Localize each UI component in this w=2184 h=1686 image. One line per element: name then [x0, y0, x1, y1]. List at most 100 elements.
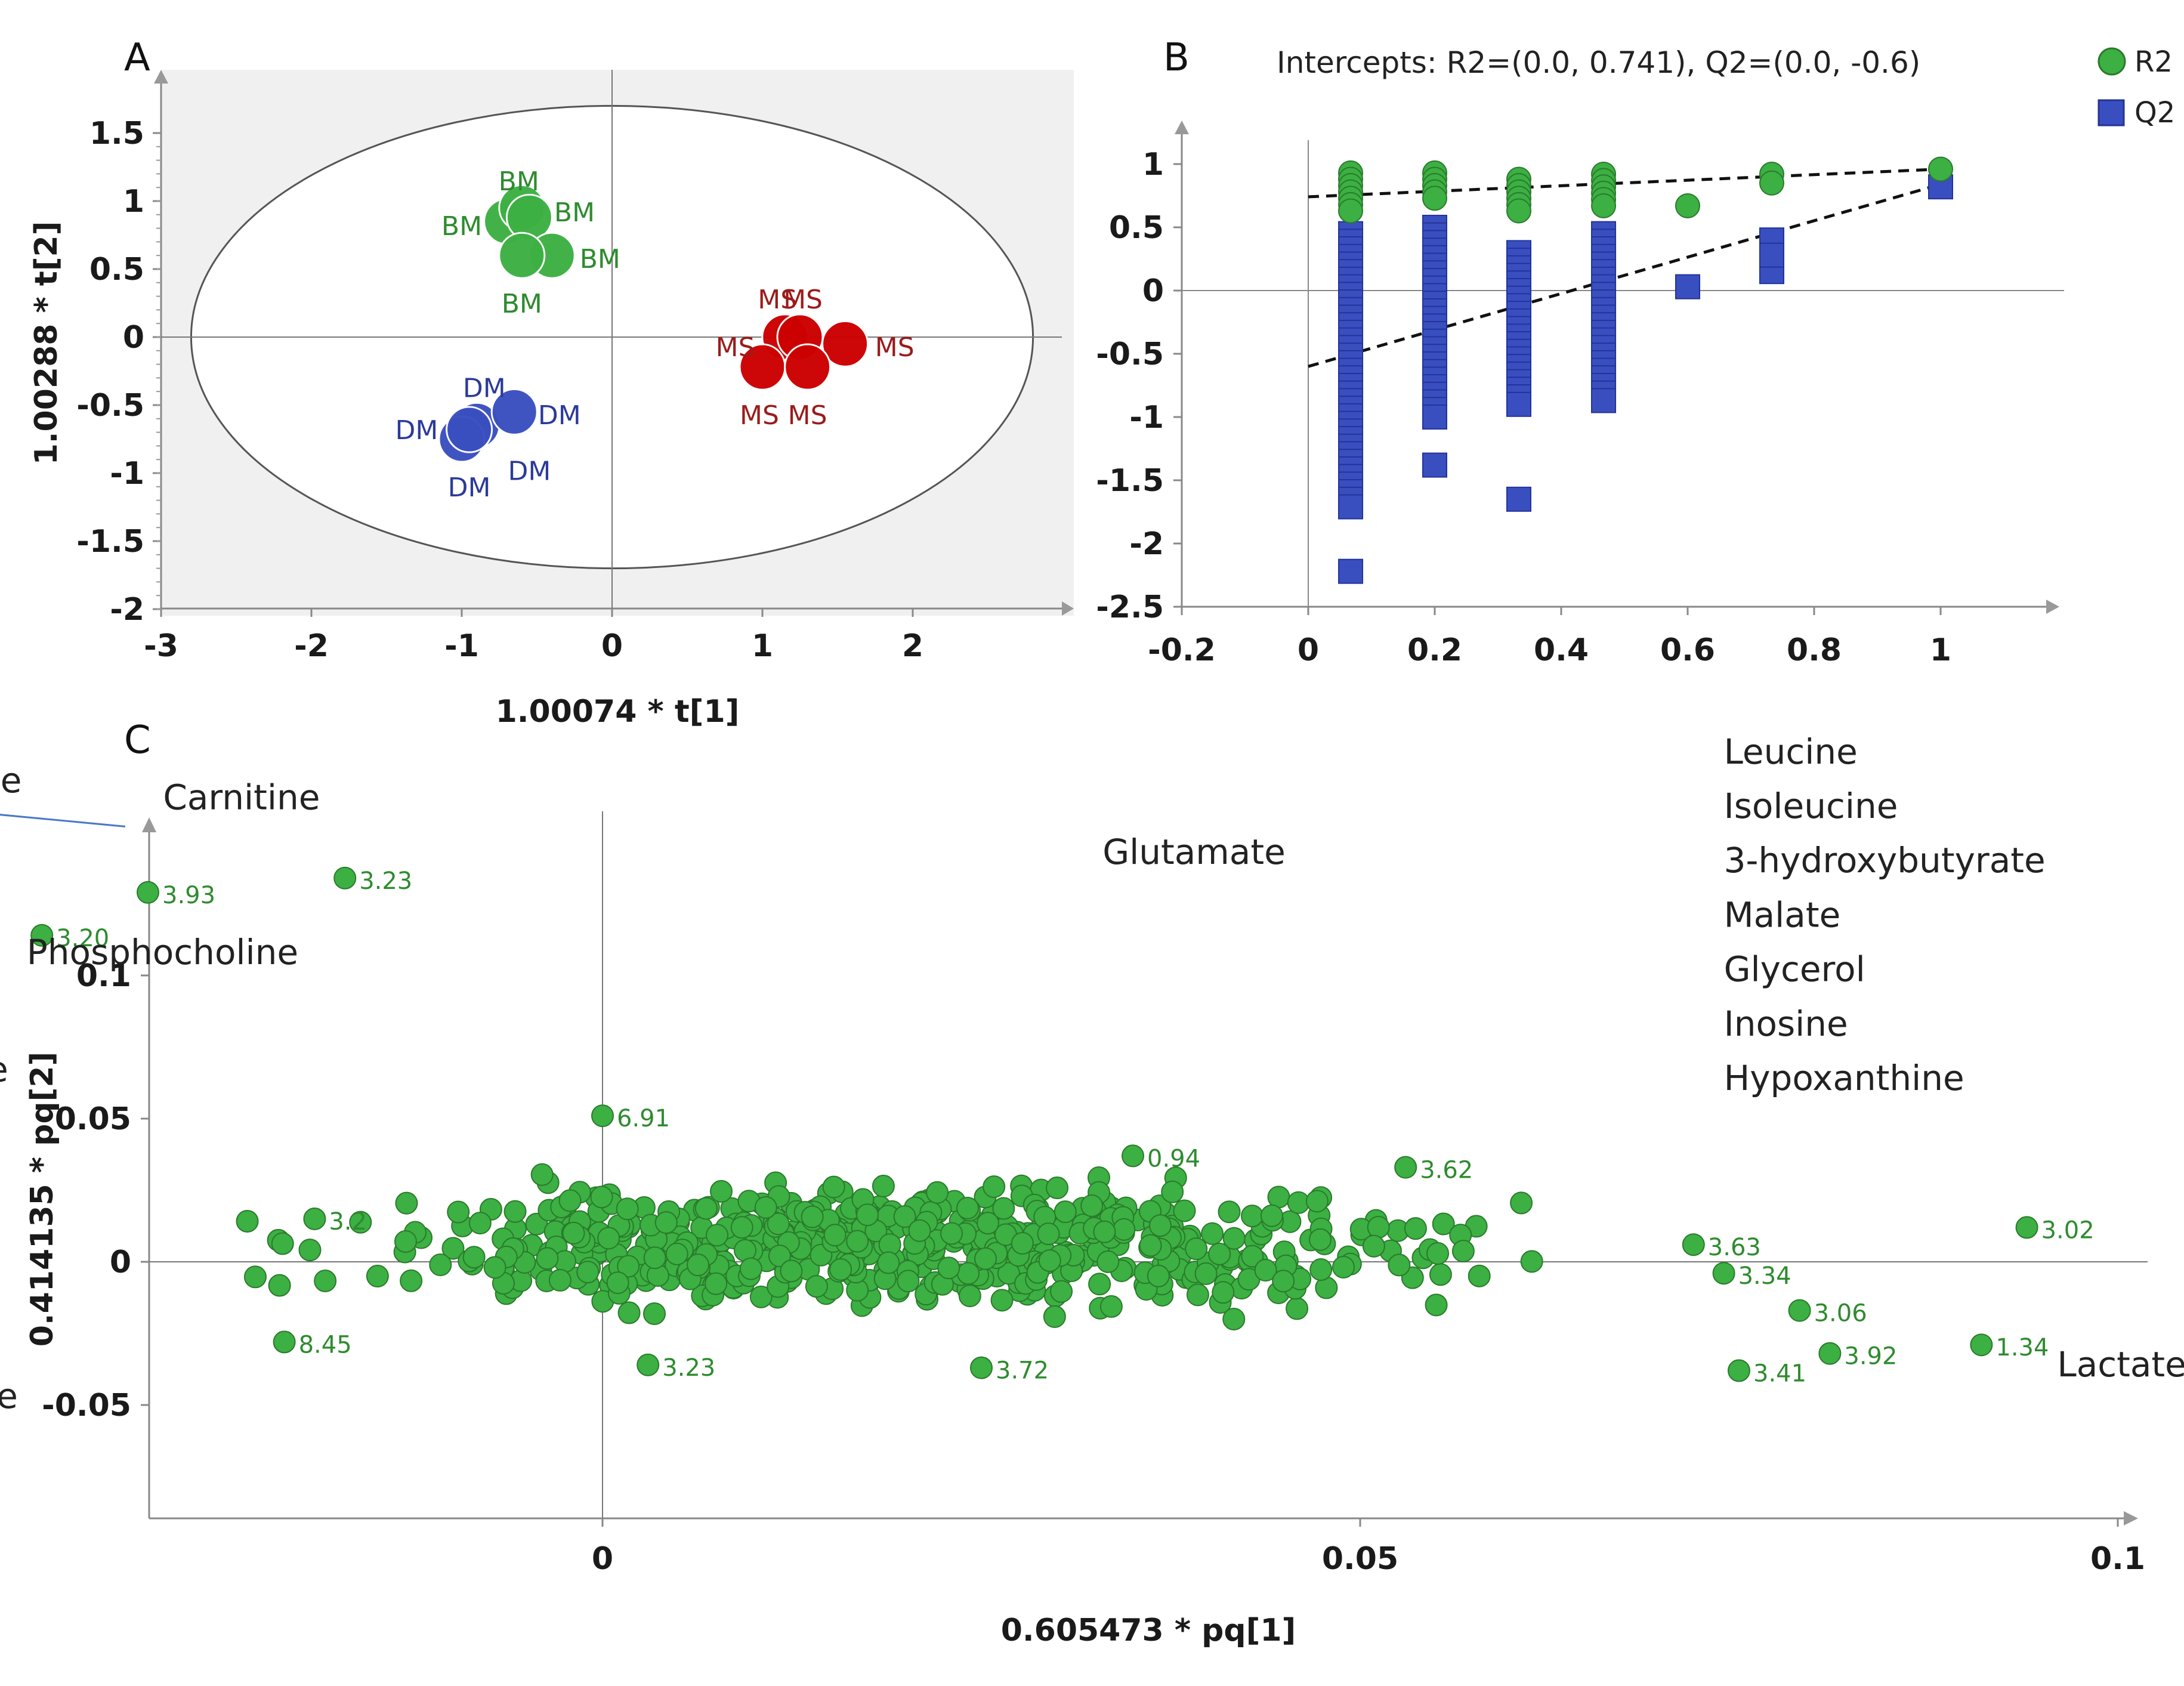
panel-c-loading-point — [897, 1270, 920, 1293]
panel-b-q2-point — [1506, 391, 1531, 417]
panel-c-loading-point — [957, 1262, 980, 1285]
panel-c-loading-point — [754, 1196, 777, 1219]
panel-a-label-bm: BM — [499, 166, 539, 197]
panel-c-loading-point — [940, 1222, 963, 1245]
panel-c-loading-point — [654, 1211, 678, 1234]
panel-c-loading-point — [1046, 1177, 1069, 1200]
panel-c-loading-point — [1037, 1222, 1060, 1246]
panel-c-loading-point — [349, 1211, 372, 1234]
panel-c-loading-point — [562, 1221, 585, 1245]
panel-c-loading-point — [1272, 1270, 1295, 1293]
panel-c-xtick-label: 0.1 — [2090, 1541, 2145, 1577]
panel-b-r2-point — [1422, 186, 1447, 211]
panel-c-point-value: 3.62 — [1420, 1157, 1473, 1184]
panel-c-labeled-point — [591, 1104, 614, 1128]
panel-a-label-bm: BM — [580, 244, 620, 274]
panel-c-xtick-label: 0 — [592, 1541, 613, 1577]
panel-c-loading-point — [1054, 1200, 1077, 1224]
legend-r2-label: R2 — [2134, 45, 2173, 79]
panel-a-ytick-label: 1 — [123, 184, 144, 220]
panel-c-loading-point — [268, 1274, 291, 1297]
panel-c-loading-point — [271, 1232, 294, 1255]
panel-c-point-value: 3.72 — [996, 1357, 1049, 1385]
panel-a-ytick-label: -1 — [110, 456, 144, 492]
panel-c-loading-plot: -0.0500.050.10.150.20.10.050-0.05 3.043.… — [0, 731, 2184, 1648]
panel-c-loading-point — [1309, 1258, 1333, 1282]
panel-c-loading-point — [617, 1301, 641, 1324]
panel-c-point-value: 3.92 — [1844, 1343, 1897, 1370]
panel-c-loading-point — [1468, 1264, 1491, 1287]
panel-b-xtick-label: 1 — [1930, 632, 1951, 668]
panel-c-xtick-label: 0.05 — [1322, 1541, 1398, 1577]
panel-a-x-arrow — [1062, 601, 1074, 616]
panel-c-loading-point — [1212, 1281, 1235, 1304]
panel-c-loading-point — [974, 1247, 997, 1270]
panel-b-q2-point — [1591, 388, 1617, 413]
panel-c-loading-point — [606, 1271, 629, 1295]
panel-c-loading-point — [394, 1230, 417, 1253]
panel-c-loading-point — [643, 1246, 666, 1270]
panel-c-loading-point — [1404, 1217, 1427, 1240]
panel-c-ytick-label: -0.05 — [42, 1388, 131, 1423]
panel-c-labeled-point — [1788, 1299, 1811, 1322]
panel-c-loading-point — [705, 1272, 728, 1295]
panel-a-ytick-label: 0 — [123, 320, 144, 356]
panel-c-loading-point — [441, 1237, 465, 1260]
panel-c-labeled-point — [273, 1330, 296, 1354]
panel-c-loading-point — [597, 1227, 620, 1250]
panel-a-label-dm: DM — [463, 373, 506, 403]
panel-b-ytick-label: 1 — [1142, 147, 1164, 183]
panel-b-title: Intercepts: R2=(0.0, 0.741), Q2=(0.0, -0… — [1277, 45, 1920, 80]
panel-c-loading-point — [1222, 1307, 1246, 1330]
panel-c-loading-point — [558, 1189, 582, 1212]
panel-c-letter: C — [124, 718, 151, 762]
panel-a-y-arrow — [154, 70, 168, 84]
panel-c-metabolite-label: Acetate — [0, 1049, 8, 1090]
panel-c-loading-point — [1254, 1259, 1277, 1282]
panel-c-metabolite-label: Lactate — [2057, 1344, 2184, 1385]
panel-c-loading-point — [694, 1197, 718, 1220]
panel-a-ylabel: 1.00288 * t[2] — [29, 221, 64, 465]
panel-c-ylabel: 0.414135 * pq[2] — [24, 1052, 60, 1347]
panel-c-loading-point — [1388, 1253, 1411, 1277]
panel-c-labeled-point — [2015, 1216, 2038, 1239]
panel-b-xtick-label: 0.4 — [1534, 632, 1589, 668]
panel-c-loading-point — [749, 1285, 773, 1308]
panel-c-loading-point — [616, 1197, 639, 1221]
panel-c-loading-point — [706, 1224, 729, 1247]
panel-c-loading-point — [1426, 1242, 1450, 1265]
panel-c-loading-point — [956, 1196, 979, 1219]
panel-c-loading-point — [709, 1179, 733, 1203]
panel-a-label-dm: DM — [395, 415, 438, 446]
panel-c-point-value: 1.34 — [1995, 1334, 2049, 1361]
panel-c-point-value: 3.93 — [162, 882, 215, 909]
panel-c-loading-point — [1260, 1204, 1283, 1227]
panel-a-xtick-label: -1 — [444, 628, 479, 664]
panel-b-r2-point — [1759, 170, 1784, 196]
panel-c-ytick-label: 0.1 — [76, 958, 131, 994]
panel-c-metabolite-label: Glutamate — [1102, 832, 1286, 872]
panel-c-loading-point — [767, 1212, 790, 1236]
panel-c-loading-point — [1147, 1264, 1170, 1287]
panel-c-xlabel: 0.605473 * pq[1] — [1001, 1613, 1296, 1648]
panel-c-loading-point — [1093, 1220, 1116, 1243]
panel-a-point-bm — [498, 231, 546, 279]
panel-c-loading-point — [1148, 1214, 1172, 1237]
panel-c-loading-point — [1218, 1200, 1241, 1224]
panel-c-point-value: 3.02 — [2041, 1216, 2095, 1244]
panel-c-loading-point — [1308, 1228, 1332, 1251]
panel-c-labeled-point — [30, 924, 54, 947]
panel-b-q2-point — [1338, 494, 1364, 520]
panel-c-metabolite-label: Phosphocholine — [27, 932, 298, 972]
panel-c-metabolite-label: Isoleucine — [1724, 786, 1898, 826]
panel-a-point-dm — [490, 388, 538, 436]
panel-a-xtick-label: 0 — [601, 628, 623, 664]
panel-c-loading-point — [856, 1203, 879, 1227]
panel-a-label-ms: MS — [783, 285, 823, 315]
panel-c-point-value: 3.23 — [662, 1354, 715, 1382]
panel-c-loading-point — [1241, 1245, 1264, 1268]
panel-c-loading-point — [997, 1262, 1020, 1285]
panel-c-point-value: 3.63 — [1708, 1234, 1761, 1261]
panel-c-loading-point — [447, 1200, 470, 1224]
